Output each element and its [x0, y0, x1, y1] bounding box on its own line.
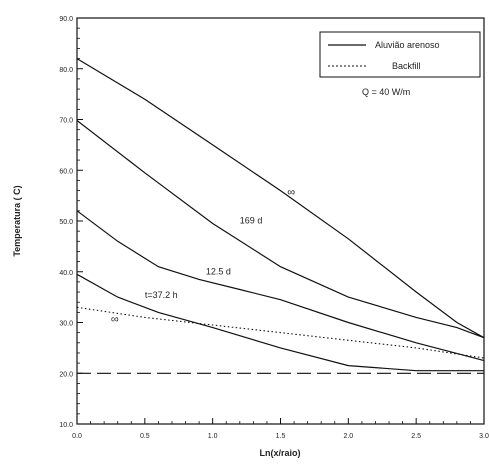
curve-label-0: ∞	[287, 187, 295, 199]
series-line-0	[76, 58, 485, 339]
x-tick-label: 1.5	[276, 433, 286, 440]
series-layer	[76, 58, 485, 374]
y-axis-label: Temperatura ( C)	[12, 185, 22, 256]
series-line-2	[76, 210, 485, 362]
y-tick-label: 50.0	[59, 219, 73, 226]
legend-box	[319, 31, 481, 78]
series-line-4	[76, 306, 485, 359]
y-tick-label: 70.0	[59, 118, 73, 125]
y-tick-label: 20.0	[59, 371, 73, 378]
legend-entry-aluviao: Aluvião arenoso	[375, 40, 440, 50]
y-tick-label: 30.0	[59, 321, 73, 328]
heat-flux-annotation: Q = 40 W/m	[362, 87, 410, 97]
x-tick-label: 0.0	[72, 433, 82, 440]
label-layer: 10.0 20.0 30.0 40.0 50.0 60.0 70.0 80.0 90.0 0.0 0…	[59, 16, 489, 440]
x-tick-label: 2.5	[411, 433, 421, 440]
curve-label-1: 169 d	[240, 216, 263, 226]
y-tick-label: 60.0	[59, 168, 73, 175]
y-tick-label: 10.0	[59, 422, 73, 429]
series-line-3	[76, 273, 484, 372]
series-line-1	[76, 120, 485, 339]
curve-label-3: t=37.2 h	[145, 290, 178, 300]
y-tick-label: 90.0	[59, 16, 73, 23]
plot-frame	[76, 17, 485, 425]
y-tick-label: 80.0	[59, 67, 73, 74]
x-tick-label: 0.5	[140, 433, 150, 440]
legend-entry-backfill: Backfill	[392, 61, 421, 71]
x-tick-label: 3.0	[479, 433, 489, 440]
y-tick-label: 40.0	[59, 270, 73, 277]
curve-label-2: 12.5 d	[206, 266, 231, 276]
x-axis-label: Ln(x/raio)	[259, 448, 300, 458]
legend: Aluvião arenoso Backfill	[319, 31, 481, 78]
x-tick-label: 2.0	[343, 433, 353, 440]
curve-label-4: ∞	[111, 314, 119, 326]
x-tick-label: 1.0	[208, 433, 218, 440]
